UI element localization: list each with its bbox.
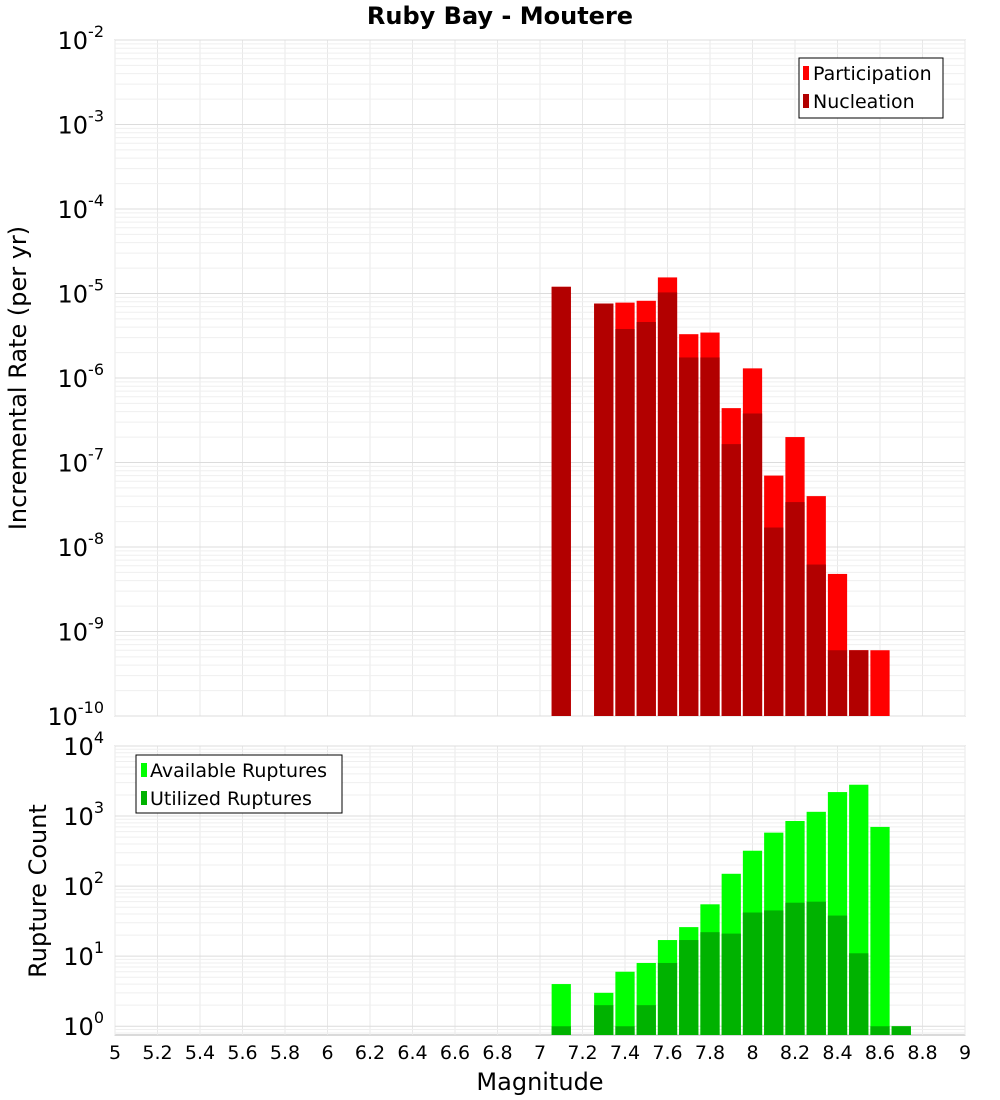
bottom-bar-utilized-ruptures: [594, 1005, 614, 1035]
bottom-gridlines: [114, 745, 966, 1035]
bottom-bar-utilized-ruptures: [785, 902, 805, 1035]
bottom-bar-utilized-ruptures: [721, 933, 741, 1035]
top-y-tick-label: 10-7: [58, 445, 105, 478]
top-y-tick-label: 10-3: [58, 107, 105, 140]
chart-title: Ruby Bay - Moutere: [367, 2, 633, 30]
top-y-tick-label: 10-5: [58, 276, 105, 309]
top-gridlines: [114, 39, 966, 717]
x-axis-label: Magnitude: [476, 1068, 603, 1096]
x-tick-label: 7.2: [567, 1042, 597, 1064]
legend-label-nucleation: Nucleation: [813, 91, 915, 113]
bottom-bar-utilized-ruptures: [891, 1026, 911, 1035]
top-bar-nucleation: [827, 650, 848, 716]
top-bars: [551, 277, 890, 716]
bottom-bar-available-ruptures: [615, 971, 635, 1035]
bottom-bar-available-ruptures: [551, 984, 571, 1035]
bottom-bar-utilized-ruptures: [827, 915, 848, 1035]
bottom-y-tick-label: 100: [63, 1008, 104, 1041]
bottom-bar-utilized-ruptures: [806, 901, 826, 1035]
bottom-bar-utilized-ruptures: [849, 953, 869, 1035]
bottom-y-tick-labels: 104 103 102 101 100: [63, 728, 104, 1041]
legend-label-available: Available Ruptures: [150, 760, 327, 782]
x-tick-label: 6.6: [440, 1042, 470, 1064]
bottom-panel: 104 103 102 101 100 5 5.2 5.4 5.6 5.8 6 6.2 6.4 6.6 6…: [24, 728, 971, 1096]
x-tick-label: 5.8: [270, 1042, 300, 1064]
top-y-axis-label: Incremental Rate (per yr): [4, 226, 32, 530]
top-bar-nucleation: [551, 286, 571, 716]
top-bar-nucleation: [700, 357, 720, 716]
bottom-bar-utilized-ruptures: [764, 910, 784, 1035]
bottom-bar-utilized-ruptures: [551, 1026, 571, 1035]
bottom-legend: Available Ruptures Utilized Ruptures: [135, 754, 343, 814]
top-y-tick-label: 10-9: [58, 614, 105, 647]
top-bar-nucleation: [742, 413, 763, 716]
x-tick-label: 8.4: [822, 1042, 852, 1064]
x-tick-label: 8: [746, 1042, 758, 1064]
top-bar-nucleation: [764, 527, 784, 716]
x-tick-label: 6: [321, 1042, 333, 1064]
legend-swatch-available: [141, 763, 147, 777]
top-panel: 10-2 10-3 10-4 10-5 10-6 10-7 10-8 10-9 10-10 In…: [4, 22, 966, 731]
legend-label-participation: Participation: [813, 63, 932, 85]
bottom-y-tick-label: 102: [63, 868, 104, 901]
top-y-tick-label: 10-4: [58, 191, 105, 224]
x-tick-label: 5: [109, 1042, 121, 1064]
top-bar-nucleation: [594, 303, 614, 716]
bottom-y-tick-label: 101: [63, 938, 104, 971]
x-tick-label: 6.8: [482, 1042, 512, 1064]
x-tick-label: 7: [534, 1042, 546, 1064]
legend-swatch-utilized: [141, 791, 147, 805]
bottom-y-tick-label: 103: [63, 798, 104, 831]
bottom-bar-utilized-ruptures: [679, 940, 699, 1035]
bottom-bar-utilized-ruptures: [700, 932, 720, 1035]
x-tick-label: 8.6: [865, 1042, 895, 1064]
bottom-bars: [551, 784, 911, 1035]
bottom-legend-box: [135, 754, 343, 814]
bottom-bar-utilized-ruptures: [742, 912, 763, 1035]
top-bar-nucleation: [849, 650, 869, 716]
top-y-tick-label: 10-2: [58, 22, 105, 55]
top-bar-nucleation: [785, 502, 805, 716]
bottom-y-axis-label: Rupture Count: [24, 804, 52, 978]
top-bar-nucleation: [636, 321, 656, 716]
x-tick-label: 5.4: [185, 1042, 215, 1064]
x-tick-label: 7.8: [695, 1042, 725, 1064]
x-tick-label: 8.8: [907, 1042, 937, 1064]
x-tick-label: 5.6: [227, 1042, 257, 1064]
legend-swatch-nucleation: [803, 94, 809, 108]
top-bar-nucleation: [721, 444, 741, 716]
legend-label-utilized: Utilized Ruptures: [150, 788, 312, 810]
top-bar-participation: [870, 650, 890, 716]
x-tick-label: 9: [959, 1042, 971, 1064]
top-y-tick-labels: 10-2 10-3 10-4 10-5 10-6 10-7 10-8 10-9 10-10: [47, 22, 104, 731]
x-tick-labels: 5 5.2 5.4 5.6 5.8 6 6.2 6.4 6.6 6.8 7 7.2 7.4 7.6 7.8 8…: [109, 1042, 971, 1064]
top-bar-nucleation: [657, 292, 678, 716]
bottom-y-tick-label: 104: [63, 728, 104, 761]
top-bar-nucleation: [615, 329, 635, 716]
bottom-bar-utilized-ruptures: [615, 1026, 635, 1035]
top-legend-box: [798, 57, 944, 119]
bottom-bar-utilized-ruptures: [636, 1005, 656, 1035]
x-tick-label: 8.2: [780, 1042, 810, 1064]
legend-swatch-participation: [803, 66, 809, 80]
x-tick-label: 6.4: [397, 1042, 427, 1064]
top-legend: Participation Nucleation: [798, 57, 944, 119]
x-tick-label: 5.2: [142, 1042, 172, 1064]
bottom-bar-utilized-ruptures: [657, 962, 678, 1035]
top-y-tick-label: 10-6: [58, 360, 105, 393]
bottom-bar-available-ruptures: [870, 826, 890, 1035]
top-bar-nucleation: [679, 357, 699, 716]
top-bar-nucleation: [806, 564, 826, 716]
bottom-bar-utilized-ruptures: [870, 1026, 890, 1035]
x-tick-label: 6.2: [355, 1042, 385, 1064]
top-y-tick-label: 10-10: [47, 698, 104, 731]
x-tick-label: 7.6: [652, 1042, 682, 1064]
x-tick-label: 7.4: [610, 1042, 640, 1064]
top-y-tick-label: 10-8: [58, 529, 105, 562]
